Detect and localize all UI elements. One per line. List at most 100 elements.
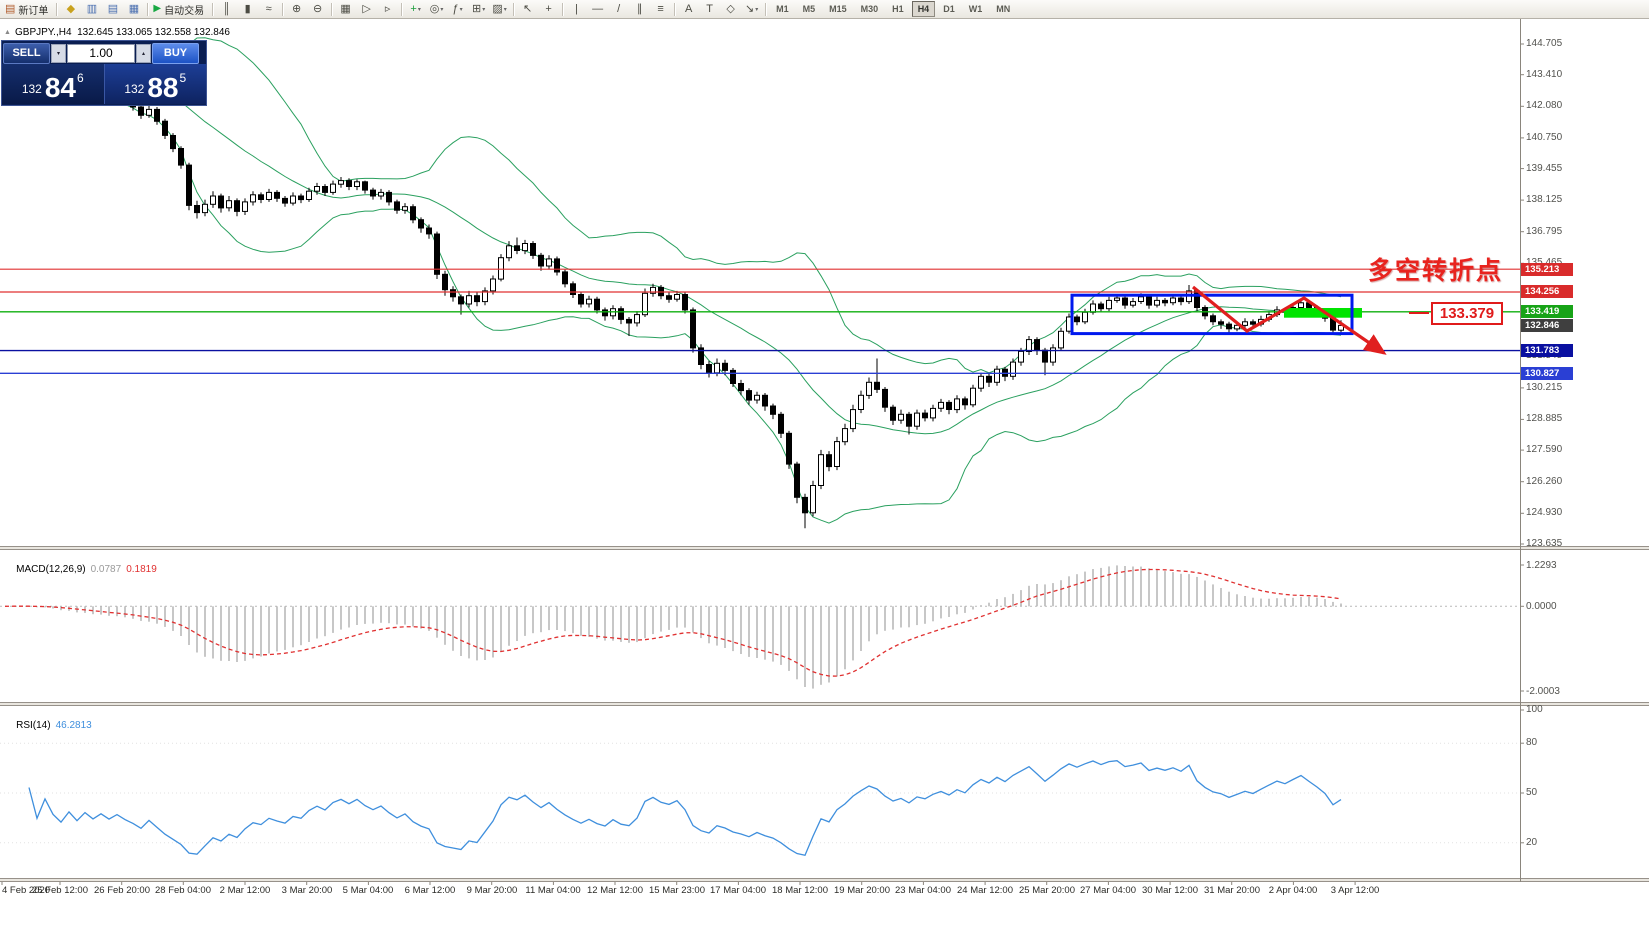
rsi-axis[interactable]: 100 80 50 20: [1521, 0, 1648, 942]
macd-name: MACD(12,26,9): [16, 564, 86, 575]
buy-price-big: 88: [147, 72, 179, 103]
buy-price[interactable]: 132 88 5: [103, 64, 206, 104]
chevron-down-icon: ▾: [56, 50, 60, 57]
channel-icon[interactable]: ∥: [636, 3, 643, 15]
trendline-icon[interactable]: /: [617, 3, 621, 15]
indicators-icon[interactable]: ƒ ▾: [452, 3, 463, 15]
one-click-toggle-icon[interactable]: ▲: [4, 29, 11, 36]
timeframe-h1-button[interactable]: H1: [892, 4, 904, 14]
periods-icon[interactable]: ⊞ ▾: [471, 3, 486, 15]
price-tag: 132.846: [1521, 319, 1573, 332]
line-chart-icon[interactable]: ≈: [265, 3, 272, 15]
price-tag: 133.419: [1521, 305, 1573, 318]
horizontal-line-icon[interactable]: —: [592, 3, 604, 15]
templates-icon[interactable]: ▨ ▾: [492, 3, 507, 15]
toolbar-separator: [56, 2, 58, 16]
dropdown-caret-icon: ▾: [482, 6, 486, 13]
volume-increase-button[interactable]: ▴: [136, 43, 151, 63]
cursor-icon[interactable]: ↖: [523, 3, 533, 15]
rsi-name: RSI(14): [16, 720, 51, 731]
dropdown-caret-icon: ▾: [755, 6, 759, 13]
rsi-value: 46.2813: [55, 720, 92, 731]
toolbar-window-group: ◆ ▥ ▤ ▦: [60, 1, 151, 17]
price-axis-label: 128.885: [1526, 413, 1563, 424]
macd-axis-label: -2.0003: [1526, 686, 1560, 697]
shapes-icon[interactable]: ◇: [726, 3, 735, 15]
navigator-icon[interactable]: ▤: [107, 3, 119, 15]
rsi-axis-label: 80: [1526, 737, 1538, 748]
price-axis-label: 142.080: [1526, 100, 1563, 111]
sell-button[interactable]: SELL: [3, 42, 50, 64]
zoom-out-icon[interactable]: ⊖: [313, 3, 323, 15]
price-axis-label: 130.215: [1526, 382, 1563, 393]
auto-scroll-icon[interactable]: ▷: [362, 3, 371, 15]
chevron-up-icon: ▴: [141, 50, 145, 57]
dropdown-caret-icon: ▾: [417, 6, 421, 13]
candlestick-chart-icon[interactable]: ▮: [244, 3, 251, 15]
auto-trading-label: 自动交易: [164, 5, 205, 17]
buy-price-prefix: 132: [124, 82, 145, 96]
timeframe-h4-button[interactable]: H4: [911, 1, 936, 17]
macd-axis-label: 1.2293: [1526, 560, 1557, 571]
toolbar-separator: [562, 2, 564, 16]
auto-trading-button[interactable]: ▶ 自动交易: [151, 1, 209, 17]
macd-axis-label: 0.0000: [1526, 601, 1557, 612]
volume-decrease-button[interactable]: ▾: [51, 43, 66, 63]
volume-input[interactable]: 1.00: [67, 43, 135, 63]
timeframe-m1-button[interactable]: M1: [776, 4, 789, 14]
toolbar-separator: [212, 2, 214, 16]
price-axis-label: 127.590: [1526, 444, 1563, 455]
buy-price-sup: 5: [179, 71, 187, 85]
fibonacci-icon[interactable]: ≡: [657, 3, 664, 15]
new-order-button[interactable]: ▤ 新订单: [3, 1, 53, 17]
toolbar-separator: [765, 2, 767, 16]
price-axis-label: 126.260: [1526, 476, 1563, 487]
sell-price-prefix: 132: [21, 82, 42, 96]
vertical-line-icon[interactable]: |: [575, 3, 579, 15]
timeframe-m5-button[interactable]: M5: [802, 4, 816, 14]
macd-signal-value: 0.1819: [126, 564, 157, 575]
macd-label: MACD(12,26,9) 0.0787 0.1819: [5, 553, 157, 586]
toolbar-separator: [147, 2, 149, 16]
macd-axis[interactable]: 1.2293 0.0000 -2.0003: [1521, 0, 1648, 942]
sell-price[interactable]: 132 84 6: [2, 64, 104, 104]
tile-windows-icon[interactable]: ▦: [340, 3, 351, 15]
toolbar-separator: [331, 2, 333, 16]
toolbar: ▤ 新订单 ◆ ▥ ▤ ▦ ▶ 自动交易 ║ ▮ ≈ ⊕ ⊖ ▦ ▷ ▹ + ▾ ◎ ▾ ƒ ▾ ⊞ ▾ ▨ ▾ ↖ + | —…: [0, 0, 1649, 19]
one-click-trading-panel: SELL ▾ 1.00 ▴ BUY 132 84 6 132 88 5: [1, 40, 207, 106]
text-icon[interactable]: A: [684, 3, 693, 15]
zoom-in-icon[interactable]: ⊕: [292, 3, 302, 15]
new-chart-icon[interactable]: + ▾: [410, 3, 421, 15]
sell-price-big: 84: [44, 72, 76, 103]
timeframe-m15-button[interactable]: M15: [829, 4, 847, 14]
new-order-icon: ▤: [5, 3, 16, 15]
crosshair-icon[interactable]: +: [545, 3, 552, 15]
price-axis[interactable]: 144.705 143.410 142.080 140.750 139.455 138.1…: [1521, 0, 1648, 942]
timeframe-m30-button[interactable]: M30: [860, 4, 879, 14]
toolbar-separator: [513, 2, 515, 16]
toolbar-separator: [674, 2, 676, 16]
bar-chart-icon[interactable]: ║: [222, 3, 231, 15]
rsi-axis-label: 100: [1526, 704, 1543, 715]
price-tag: 131.783: [1521, 344, 1573, 357]
price-axis-label: 143.410: [1526, 69, 1563, 80]
auto-trading-play-icon: ▶: [153, 3, 162, 14]
timeframe-mn-button[interactable]: MN: [996, 4, 1011, 14]
buy-button[interactable]: BUY: [152, 42, 199, 64]
timeframe-w1-button[interactable]: W1: [968, 4, 983, 14]
arrows-icon[interactable]: ↘ ▾: [744, 3, 759, 15]
chart-shift-icon[interactable]: ▹: [384, 3, 391, 15]
alerts-icon[interactable]: ◆: [66, 3, 76, 15]
new-order-label: 新订单: [18, 5, 49, 17]
price-axis-label: 124.930: [1526, 507, 1563, 518]
market-watch-icon[interactable]: ▥: [86, 3, 98, 15]
rsi-axis-label: 50: [1526, 787, 1538, 798]
label-icon[interactable]: T: [706, 3, 713, 15]
timeframe-d1-button[interactable]: D1: [943, 4, 955, 14]
profiles-icon[interactable]: ◎ ▾: [429, 3, 444, 15]
price-axis-label: 139.455: [1526, 163, 1563, 174]
terminal-icon[interactable]: ▦: [128, 3, 140, 15]
chart-title: GBPJPY.,H4 132.645 133.065 132.558 132.8…: [15, 27, 230, 38]
